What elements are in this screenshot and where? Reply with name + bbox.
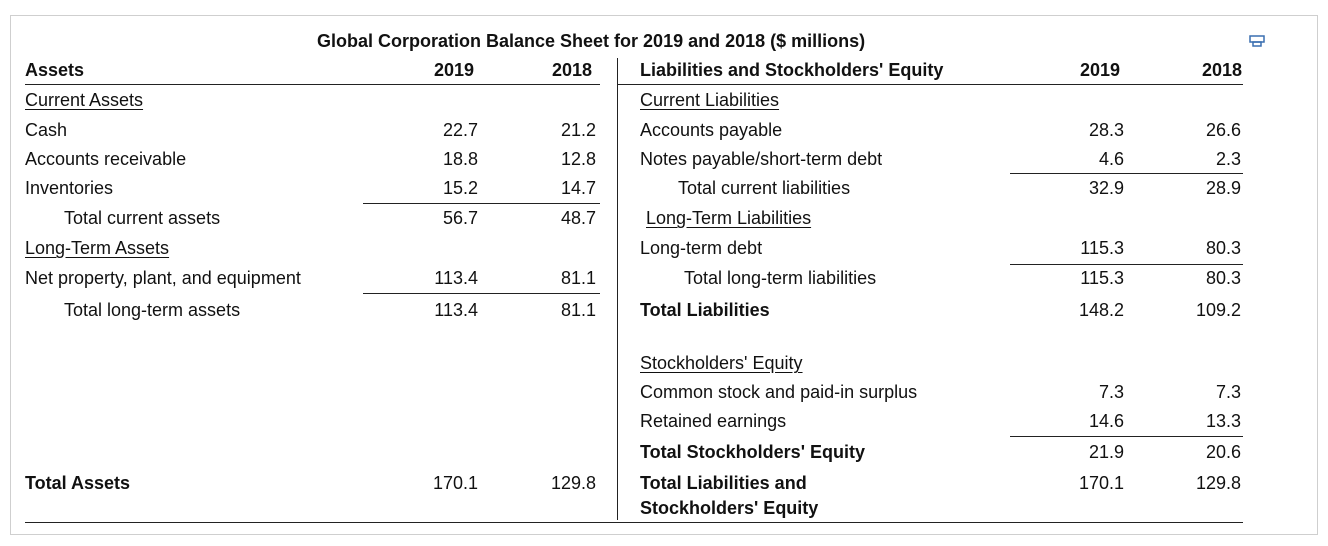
row-label: Accounts receivable bbox=[25, 149, 187, 169]
cell-value: 32.9 bbox=[1088, 178, 1124, 198]
column-header: 2019 bbox=[433, 60, 474, 80]
expand-icon[interactable] bbox=[1249, 35, 1265, 47]
column-header: 2019 bbox=[1079, 60, 1120, 80]
row-label: Inventories bbox=[25, 178, 114, 198]
row-label: Total Assets bbox=[25, 473, 131, 493]
row-label: Long-term debt bbox=[640, 238, 763, 258]
cell-value: 80.3 bbox=[1205, 238, 1241, 258]
cell-value: 14.7 bbox=[560, 178, 596, 198]
cell-value: 18.8 bbox=[442, 149, 478, 169]
cell-value: 170.1 bbox=[432, 473, 478, 493]
row-label: Cash bbox=[25, 120, 68, 140]
rule bbox=[617, 84, 1243, 85]
rule bbox=[1010, 436, 1243, 437]
column-header: Assets bbox=[25, 60, 85, 80]
cell-value: 4.6 bbox=[1098, 149, 1124, 169]
rule bbox=[25, 522, 1243, 523]
cell-value: 109.2 bbox=[1195, 300, 1241, 320]
cell-value: 81.1 bbox=[560, 268, 596, 288]
row-label: Stockholders' Equity bbox=[640, 353, 803, 373]
cell-value: 113.4 bbox=[434, 268, 478, 288]
rule bbox=[25, 84, 600, 85]
cell-value: 56.7 bbox=[442, 208, 478, 228]
column-header: 2018 bbox=[1201, 60, 1242, 80]
cell-value: 21.9 bbox=[1088, 442, 1124, 462]
rule bbox=[1010, 264, 1243, 265]
cell-value: 14.6 bbox=[1088, 411, 1124, 431]
row-label: Net property, plant, and equipment bbox=[25, 268, 301, 288]
cell-value: 7.3 bbox=[1098, 382, 1124, 402]
cell-value: 129.8 bbox=[550, 473, 596, 493]
cell-value: 28.9 bbox=[1205, 178, 1241, 198]
cell-value: 20.6 bbox=[1205, 442, 1241, 462]
cell-value: 26.6 bbox=[1205, 120, 1241, 140]
row-label: Long-Term Assets bbox=[25, 238, 170, 258]
row-label: Total Stockholders' Equity bbox=[640, 442, 865, 462]
frame bbox=[10, 15, 1318, 535]
row-label: Retained earnings bbox=[640, 411, 787, 431]
rule bbox=[1010, 173, 1243, 174]
cell-value: 115.3 bbox=[1080, 238, 1124, 258]
cell-value: 28.3 bbox=[1088, 120, 1124, 140]
row-label: Current Liabilities bbox=[640, 90, 780, 110]
rule bbox=[363, 203, 600, 204]
row-label: Notes payable/short-term debt bbox=[640, 149, 883, 169]
cell-value: 2.3 bbox=[1215, 149, 1241, 169]
cell-value: 113.4 bbox=[434, 300, 478, 320]
cell-value: 115.3 bbox=[1080, 268, 1124, 288]
cell-value: 48.7 bbox=[560, 208, 596, 228]
cell-value: 129.8 bbox=[1195, 473, 1241, 493]
row-label: Total current assets bbox=[64, 208, 221, 228]
cell-value: 170.1 bbox=[1078, 473, 1124, 493]
cell-value: 80.3 bbox=[1205, 268, 1241, 288]
divider bbox=[617, 58, 618, 520]
column-header: 2018 bbox=[551, 60, 592, 80]
column-header: Liabilities and Stockholders' Equity bbox=[640, 60, 944, 80]
title: Global Corporation Balance Sheet for 201… bbox=[317, 31, 866, 51]
row-label: Accounts payable bbox=[640, 120, 783, 140]
cell-value: 81.1 bbox=[560, 300, 596, 320]
cell-value: 13.3 bbox=[1205, 411, 1241, 431]
cell-value: 12.8 bbox=[560, 149, 596, 169]
row-label: Total long-term liabilities bbox=[684, 268, 877, 288]
row-label: Total Liabilities bbox=[640, 300, 770, 320]
rule bbox=[363, 293, 600, 294]
row-label: Current Assets bbox=[25, 90, 144, 110]
row-label: Common stock and paid-in surplus bbox=[640, 382, 918, 402]
row-label: Long-Term Liabilities bbox=[646, 208, 812, 228]
row-label: Total Liabilities and Stockholders' Equi… bbox=[640, 473, 819, 518]
cell-value: 22.7 bbox=[442, 120, 478, 140]
row-label: Total long-term assets bbox=[64, 300, 241, 320]
row-label: Total current liabilities bbox=[678, 178, 851, 198]
cell-value: 148.2 bbox=[1078, 300, 1124, 320]
cell-value: 21.2 bbox=[560, 120, 596, 140]
cell-value: 7.3 bbox=[1215, 382, 1241, 402]
cell-value: 15.2 bbox=[442, 178, 478, 198]
